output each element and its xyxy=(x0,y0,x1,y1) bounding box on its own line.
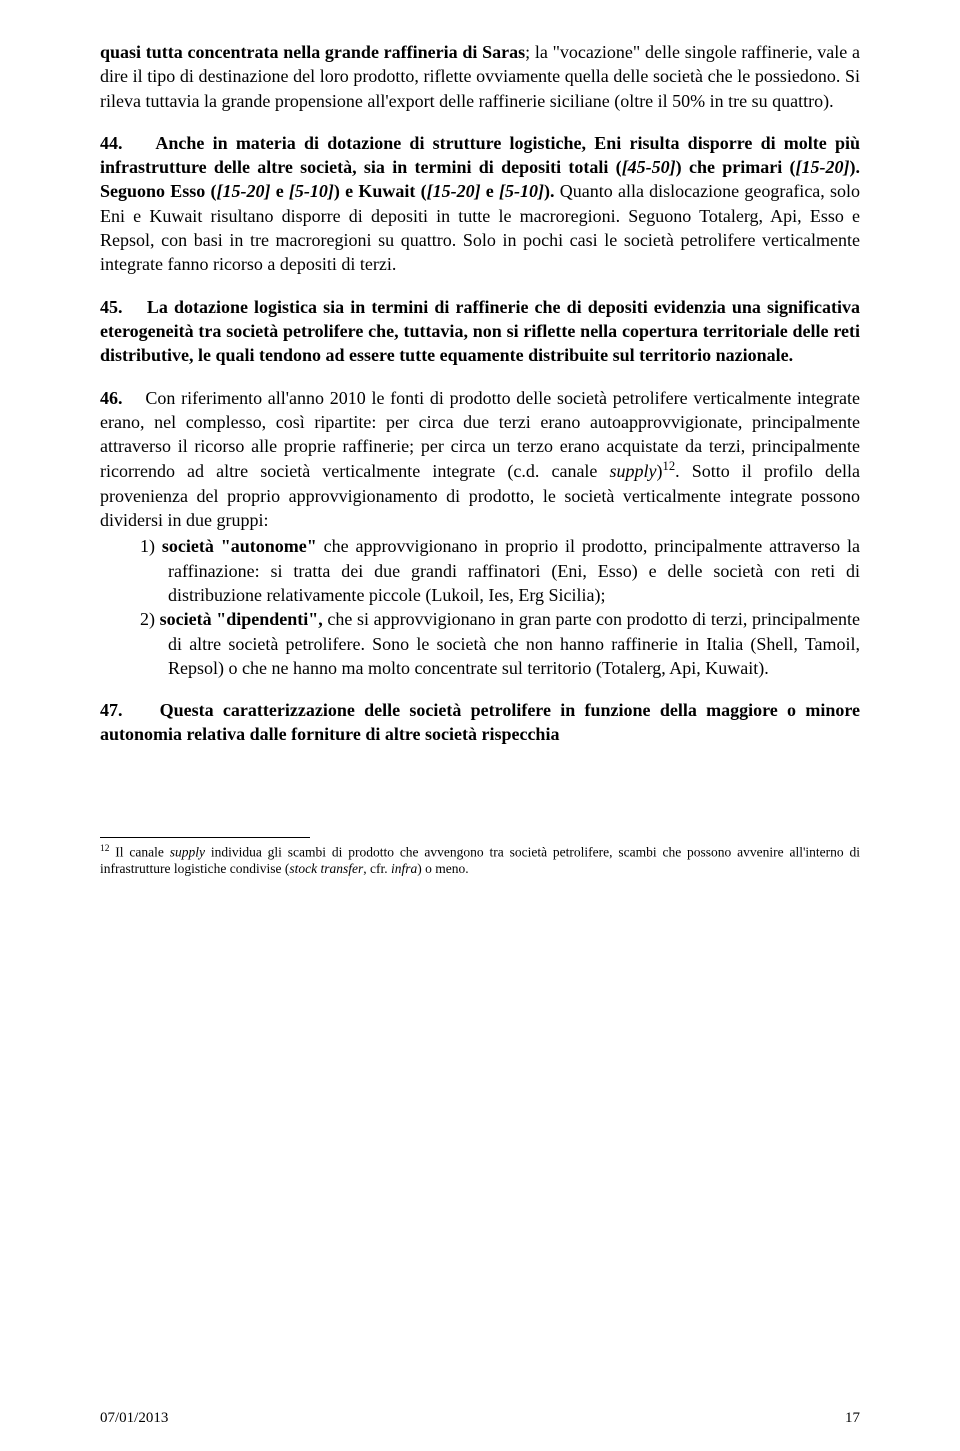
list-item-2: 2) società "dipendenti", che si approvvi… xyxy=(100,607,860,680)
text-bold: e xyxy=(481,181,499,201)
text-bold-italic: [45-50] xyxy=(622,157,676,177)
footnote-separator xyxy=(100,837,310,838)
paragraph-45: 45. La dotazione logistica sia in termin… xyxy=(100,295,860,368)
text: ) o meno. xyxy=(417,861,468,876)
text-italic: supply xyxy=(610,461,657,481)
text-italic: supply xyxy=(170,844,205,859)
text: individua gli scambi di prodotto che avv… xyxy=(100,844,860,876)
text-bold: ). xyxy=(544,181,560,201)
para-number: 45. xyxy=(100,297,123,317)
text-bold-italic: [15-20] xyxy=(427,181,481,201)
text-bold-italic: [15-20] xyxy=(216,181,270,201)
footnote-ref: 12 xyxy=(663,459,676,473)
list-number: 2) xyxy=(140,609,160,629)
para-number: 44. xyxy=(100,133,123,153)
text-bold-italic: [5-10] xyxy=(499,181,544,201)
text-bold: ) e Kuwait ( xyxy=(334,181,427,201)
para-number: 46. xyxy=(100,388,123,408)
text-bold: ) che primari ( xyxy=(676,157,796,177)
text-bold: quasi tutta concentrata nella grande raf… xyxy=(100,42,525,62)
page-footer: 07/01/2013 17 xyxy=(100,1410,860,1427)
text-italic: infra xyxy=(391,861,417,876)
text: Il canale xyxy=(109,844,169,859)
footnote-12: 12 Il canale supply individua gli scambi… xyxy=(100,844,860,878)
text-bold-italic: [5-10] xyxy=(289,181,334,201)
list-number: 1) xyxy=(140,536,162,556)
text-bold: Questa caratterizzazione delle società p… xyxy=(100,700,860,744)
footer-page-number: 17 xyxy=(845,1410,860,1427)
list-item-1: 1) società "autonome" che approvvigionan… xyxy=(100,534,860,607)
text-bold: società "dipendenti", xyxy=(160,609,323,629)
text-bold-italic: [15-20] xyxy=(796,157,850,177)
paragraph-intro: quasi tutta concentrata nella grande raf… xyxy=(100,40,860,113)
paragraph-44: 44. Anche in materia di dotazione di str… xyxy=(100,131,860,277)
text: , cfr. xyxy=(363,861,391,876)
text-bold: La dotazione logistica sia in termini di… xyxy=(100,297,860,366)
text-bold: e xyxy=(270,181,288,201)
document-page: quasi tutta concentrata nella grande raf… xyxy=(0,0,960,1451)
footer-date: 07/01/2013 xyxy=(100,1410,168,1427)
text-bold: società "autonome" xyxy=(162,536,317,556)
paragraph-46: 46. Con riferimento all'anno 2010 le fon… xyxy=(100,386,860,533)
paragraph-47: 47. Questa caratterizzazione delle socie… xyxy=(100,698,860,747)
text-italic: stock transfer xyxy=(289,861,363,876)
para-number: 47. xyxy=(100,700,123,720)
